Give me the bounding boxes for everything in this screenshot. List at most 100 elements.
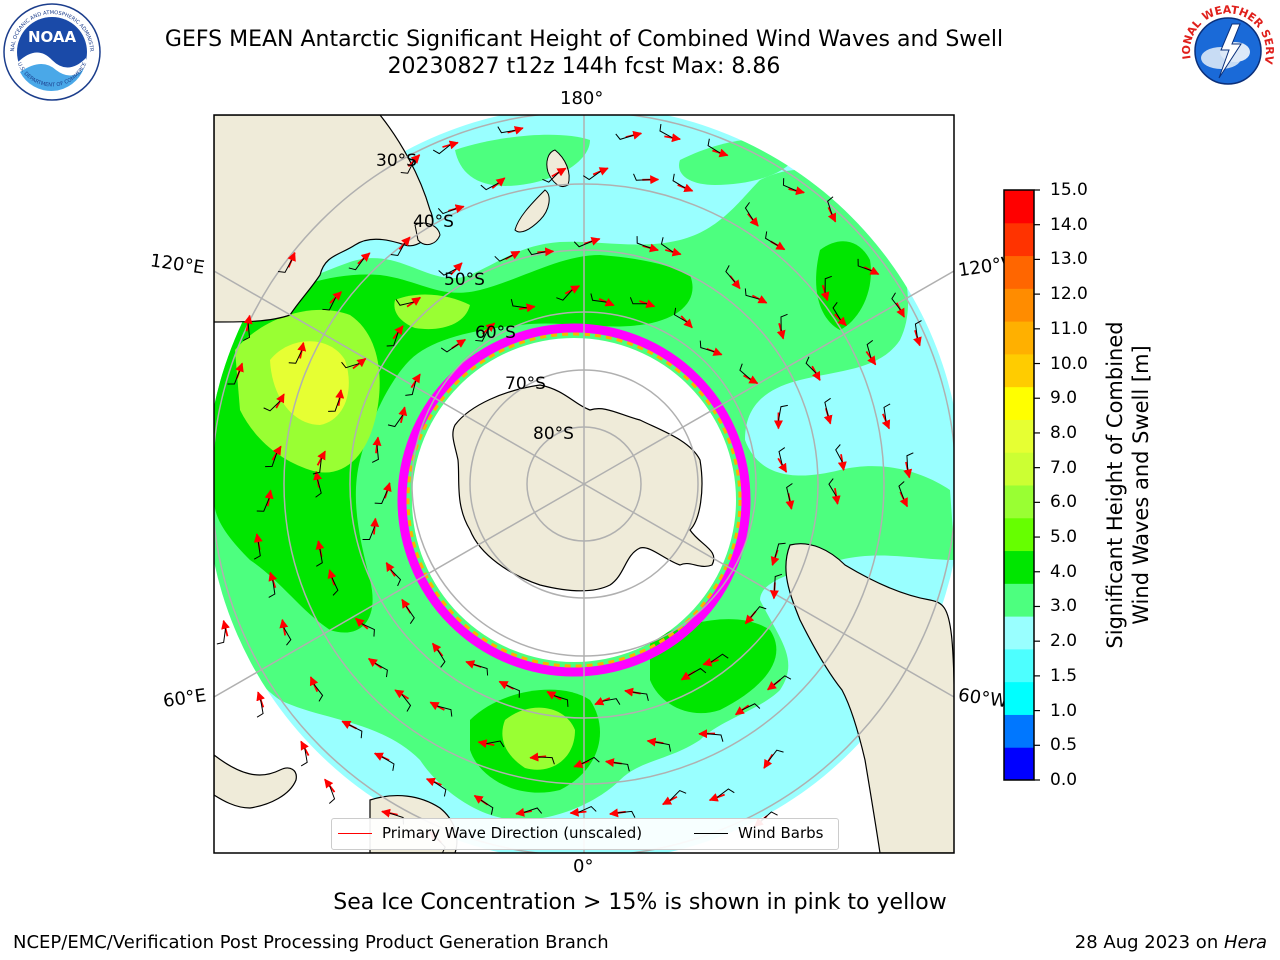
wind-barb xyxy=(786,483,793,502)
wind-barb xyxy=(527,248,546,256)
wind-barb xyxy=(374,490,388,504)
colorbar-tick-label: 9.0 xyxy=(1050,388,1078,409)
wind-barb xyxy=(827,196,834,215)
chart-subtitle: 20230827 t12z 144h fcst Max: 8.86 xyxy=(387,54,781,79)
wind-barb xyxy=(313,684,324,702)
footer-date: 28 Aug 2023 on xyxy=(1074,932,1224,953)
lon-label-0: 0° xyxy=(573,856,594,877)
wind-barb xyxy=(739,363,751,380)
colorbar-segment xyxy=(1004,452,1034,486)
colorbar-tick-label: 7.0 xyxy=(1050,457,1078,478)
wind-barb xyxy=(542,172,560,183)
wind-barb xyxy=(710,653,729,663)
wind-barb xyxy=(866,339,874,359)
wind-barb xyxy=(633,173,651,181)
wind-barb xyxy=(906,452,914,470)
wind-barb xyxy=(660,237,674,253)
wind-barb xyxy=(374,662,388,678)
footer-left: NCEP/EMC/Verification Post Processing Pr… xyxy=(13,932,609,953)
wind-barb xyxy=(782,178,797,192)
wind-barb xyxy=(553,695,569,707)
wind-barb xyxy=(857,258,872,272)
colorbar-tick-label: 1.0 xyxy=(1050,700,1078,721)
colorbar xyxy=(1003,189,1040,781)
wind-barb xyxy=(573,240,593,248)
wind-barb xyxy=(613,762,630,772)
wave-direction-arrow xyxy=(551,167,567,178)
wind-barb xyxy=(371,445,379,463)
wind-barb xyxy=(629,297,647,305)
wind-barb xyxy=(767,749,784,762)
wave-band-4-5m xyxy=(816,241,871,330)
wind-barb xyxy=(348,258,365,271)
wind-barb xyxy=(390,569,402,587)
wind-barb xyxy=(669,789,687,801)
colorbar-title-line1: Significant Height of Combined xyxy=(1103,321,1127,649)
wave-band-7-9m xyxy=(270,341,349,425)
wave-direction-arrow xyxy=(394,689,410,700)
wind-barb xyxy=(824,397,831,417)
wind-barb xyxy=(405,380,417,396)
wind-barb xyxy=(328,397,341,412)
colorbar-tick-label: 11.0 xyxy=(1050,318,1088,339)
legend-item-wave: Primary Wave Direction (unscaled) xyxy=(338,824,642,842)
colorbar-border xyxy=(1003,189,1035,781)
sea-ice-caption: Sea Ice Concentration > 15% is shown in … xyxy=(333,890,947,915)
wind-barb xyxy=(655,741,671,752)
sea-ice-ring-edge xyxy=(406,332,742,668)
wind-barb xyxy=(395,299,414,306)
colorbar-title-line2: Wind Waves and Swell [m] xyxy=(1129,345,1153,625)
wind-barb xyxy=(750,606,767,618)
wind-barb xyxy=(400,160,415,174)
nws-logo: NATIONAL WEATHER SERVICE xyxy=(1177,0,1277,100)
wind-barb xyxy=(590,293,607,303)
wave-direction-arrow xyxy=(712,148,729,158)
wind-barb xyxy=(256,699,264,718)
colorbar-segment xyxy=(1004,255,1034,289)
sea-ice-ring xyxy=(397,323,751,677)
wind-barb xyxy=(688,667,707,676)
colorbar-segment xyxy=(1004,353,1034,388)
wind-barb xyxy=(480,799,494,815)
wind-barb xyxy=(659,123,673,139)
lat-label-40s: 40°S xyxy=(413,212,454,232)
footer-host: Hera xyxy=(1223,932,1267,953)
wind-barb xyxy=(278,259,293,273)
wind-barb xyxy=(883,403,891,422)
wind-barb xyxy=(268,580,276,598)
wind-barb xyxy=(362,526,376,541)
wind-barb xyxy=(300,748,308,767)
wind-barb xyxy=(437,705,453,717)
wind-barb xyxy=(328,785,336,804)
wind-barb xyxy=(636,236,651,249)
colorbar-segment xyxy=(1004,386,1034,420)
wind-barb xyxy=(316,548,323,567)
wave-direction-arrow xyxy=(268,571,278,589)
wind-barb xyxy=(473,663,489,676)
wind-barb xyxy=(486,740,505,748)
wind-barb xyxy=(835,444,843,463)
colorbar-tick-label: 10.0 xyxy=(1050,353,1088,374)
noaa-logo: NOAA NATIONAL OCEANIC AND ATMOSPHERIC AD… xyxy=(2,2,101,101)
wind-barb xyxy=(716,788,735,798)
svg-text:NOAA: NOAA xyxy=(28,28,77,46)
wind-barb xyxy=(773,573,783,591)
wind-barb xyxy=(699,340,715,353)
colorbar-tick-label: 15.0 xyxy=(1050,180,1088,200)
legend-label-wind: Wind Barbs xyxy=(738,824,824,842)
map-legend: Primary Wave Direction (unscaled) Wind B… xyxy=(331,818,839,850)
colorbar-segment xyxy=(1004,517,1034,552)
wind-barb xyxy=(243,323,251,341)
wave-direction-arrow xyxy=(863,266,880,276)
map-border xyxy=(213,114,955,854)
wind-barb xyxy=(283,627,292,646)
wind-barb xyxy=(438,268,457,276)
new-zealand-south xyxy=(514,189,550,233)
footer-right: 28 Aug 2023 on Hera xyxy=(1075,932,1267,953)
colorbar-tick-label: 3.0 xyxy=(1050,596,1078,617)
colorbar-tick-label: 4.0 xyxy=(1050,561,1078,582)
wind-barb xyxy=(615,133,634,140)
wind-barb xyxy=(322,297,337,311)
colorbar-segment xyxy=(1004,681,1034,715)
